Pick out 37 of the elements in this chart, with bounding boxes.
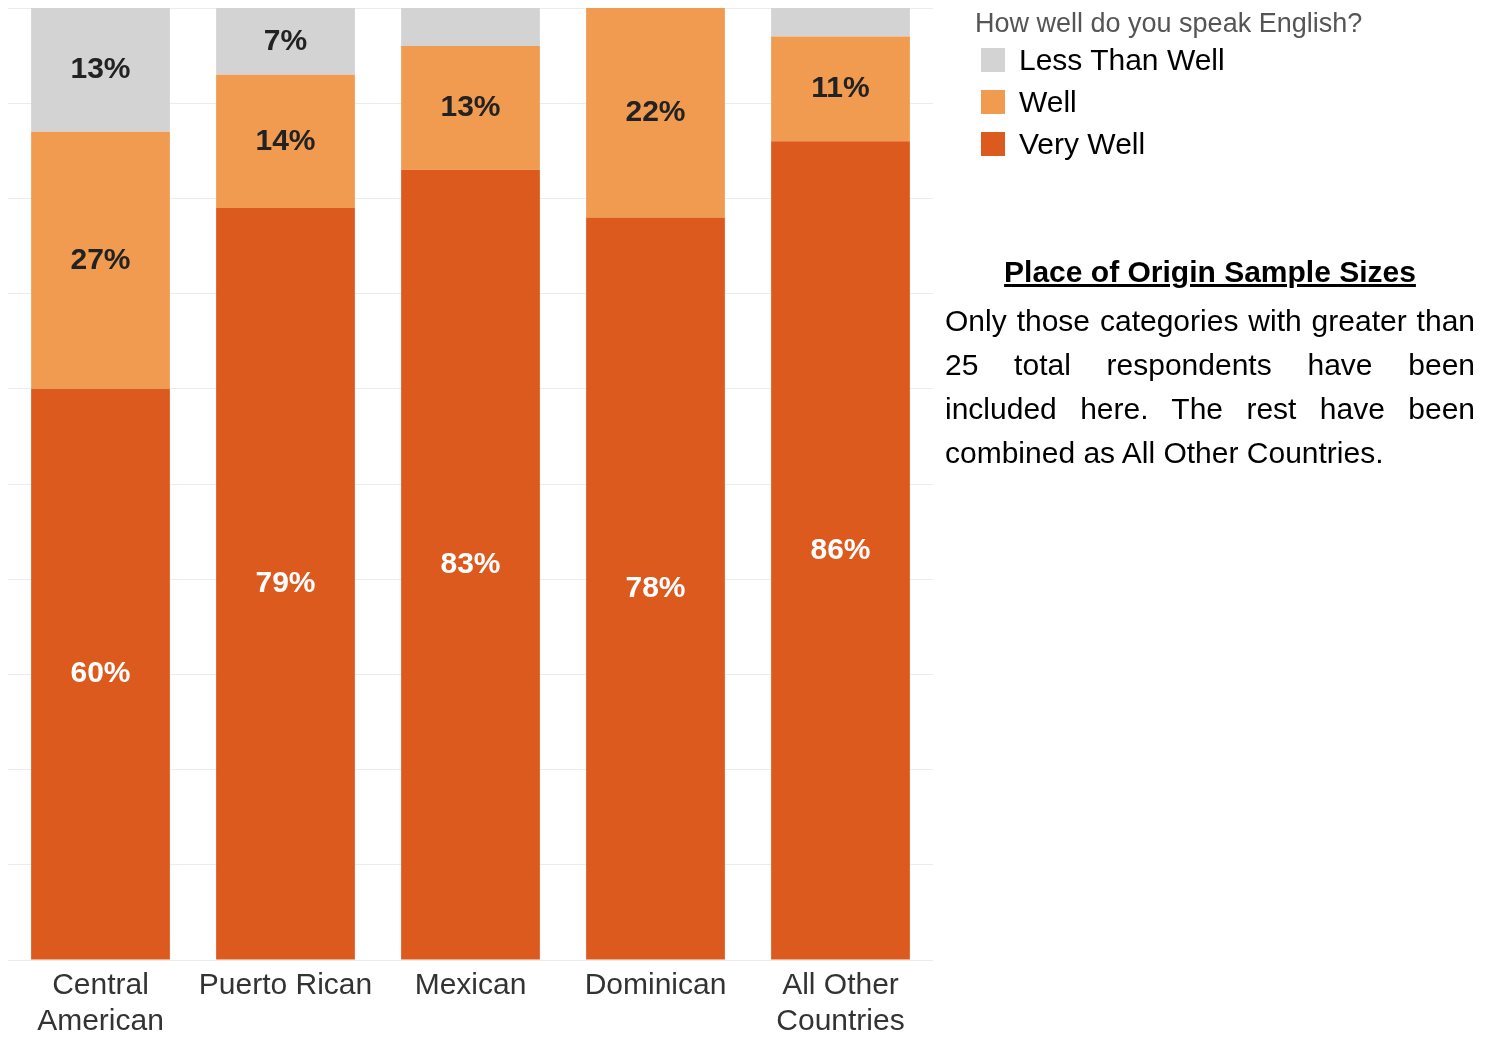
data-label: 13% bbox=[440, 89, 501, 123]
data-label: 60% bbox=[70, 655, 131, 689]
data-label: 11% bbox=[811, 70, 870, 104]
text: Place of Origin Sample Sizes bbox=[1003, 255, 1417, 289]
bar bbox=[216, 207, 355, 960]
legend-label: Less Than Well bbox=[1019, 43, 1225, 77]
data-label: 86% bbox=[810, 531, 871, 565]
data-label: 22% bbox=[625, 93, 686, 127]
x-tick-label: Mexican bbox=[414, 967, 527, 1001]
bar bbox=[771, 8, 910, 37]
bar bbox=[216, 8, 355, 75]
data-label: 7% bbox=[263, 22, 308, 56]
data-label: 13% bbox=[70, 51, 131, 85]
x-tick-label: Central American bbox=[37, 967, 164, 1037]
data-label: 78% bbox=[625, 569, 686, 603]
data-label: 83% bbox=[440, 545, 501, 579]
bar bbox=[586, 8, 725, 218]
x-tick-label: All Other Countries bbox=[776, 967, 905, 1037]
data-label: 27% bbox=[70, 241, 131, 275]
x-tick-label: Dominican bbox=[584, 967, 727, 1001]
bar bbox=[401, 8, 540, 47]
legend-label: Well bbox=[1019, 85, 1077, 119]
bar bbox=[31, 8, 170, 132]
bar bbox=[771, 36, 910, 142]
bar bbox=[586, 217, 725, 960]
bar bbox=[401, 169, 540, 960]
bar bbox=[771, 141, 910, 960]
bar bbox=[31, 388, 170, 960]
legend-title: How well do you speak English? bbox=[975, 8, 1364, 39]
bar bbox=[401, 46, 540, 170]
legend-label: Very Well bbox=[1019, 127, 1146, 161]
x-tick-label: Puerto Rican bbox=[198, 967, 373, 1001]
data-label: 79% bbox=[255, 564, 316, 598]
bar bbox=[31, 131, 170, 389]
text: Only those categories with greater than 25 total respondents have been included here. The rest have been combined as All Other Countries. bbox=[945, 303, 1475, 471]
bar bbox=[216, 74, 355, 208]
data-label: 14% bbox=[255, 122, 316, 156]
